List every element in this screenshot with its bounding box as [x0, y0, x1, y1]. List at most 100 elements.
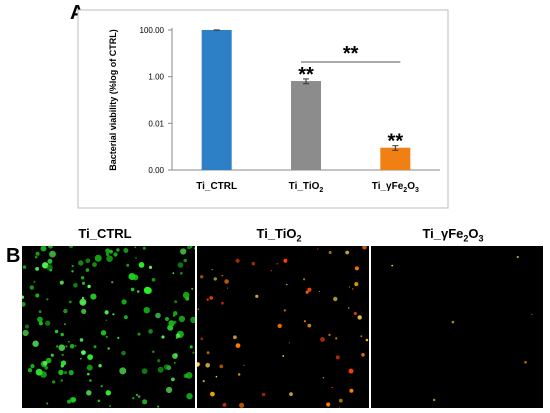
stained-cell: [143, 307, 150, 314]
stained-cell: [172, 353, 178, 359]
stained-cell: [221, 274, 224, 277]
stained-cell: [148, 329, 153, 334]
stained-cell: [61, 353, 64, 357]
stained-cell: [117, 336, 120, 339]
stained-cell: [79, 298, 87, 306]
micrograph-ctrl: [22, 246, 195, 408]
stained-cell: [235, 343, 241, 348]
stained-cell: [46, 402, 49, 405]
stained-cell: [29, 285, 34, 290]
stained-cell: [44, 366, 48, 370]
stained-cell: [360, 335, 363, 338]
stained-cell: [81, 308, 87, 314]
category-label: Ti_TiO2: [289, 181, 324, 194]
stained-cell: [37, 316, 43, 323]
stained-cell: [35, 251, 40, 256]
significance-mark: **: [388, 131, 404, 153]
stained-cell: [106, 255, 113, 262]
category-label: Ti_CTRL: [196, 181, 237, 192]
stained-cell: [87, 354, 93, 360]
stained-cell: [305, 290, 309, 294]
bar: [380, 147, 411, 170]
stained-cell: [47, 258, 53, 264]
stained-cell: [85, 268, 90, 272]
stained-cell: [338, 406, 341, 408]
stained-cell: [189, 345, 193, 349]
stained-cell: [152, 350, 155, 353]
stained-cell: [165, 317, 169, 321]
stained-cell: [157, 359, 161, 363]
stained-cell: [52, 380, 56, 384]
stained-cell: [40, 246, 47, 252]
stained-cell: [80, 357, 82, 360]
stained-cell: [352, 288, 354, 290]
stained-cell: [335, 355, 340, 360]
stained-cell: [239, 402, 245, 408]
stained-cell: [58, 344, 66, 351]
stained-cell: [142, 246, 146, 250]
stained-cell: [128, 273, 136, 280]
stained-cell: [35, 293, 40, 298]
micrograph-label-ctrl: Ti_CTRL: [78, 226, 132, 241]
stained-cell: [177, 262, 184, 268]
significance-mark: **: [298, 64, 314, 86]
stained-cell: [289, 392, 293, 396]
stained-cell: [235, 258, 240, 263]
stained-cell: [134, 246, 137, 249]
stained-cell: [100, 385, 103, 388]
stained-cell: [209, 296, 213, 300]
stained-cell: [60, 360, 67, 366]
stained-cell: [319, 290, 321, 292]
stained-cell: [193, 247, 195, 250]
stained-cell: [112, 313, 115, 316]
stained-cell: [68, 340, 70, 343]
stained-cell: [109, 249, 113, 254]
stained-cell: [69, 344, 75, 349]
stained-cell: [347, 307, 350, 309]
stained-cell: [105, 390, 112, 396]
stained-cell: [277, 323, 282, 329]
stained-cell: [93, 345, 97, 349]
y-tick-label: 100.00: [140, 26, 165, 35]
stained-cell: [81, 296, 85, 300]
stained-cell: [211, 268, 213, 271]
bar: [201, 30, 232, 170]
stained-cell: [105, 335, 108, 338]
stained-cell: [143, 286, 151, 294]
stained-cell: [531, 313, 533, 315]
stained-cell: [126, 263, 130, 267]
stained-cell: [307, 323, 312, 328]
stained-cell: [182, 291, 190, 299]
stained-cell: [69, 397, 76, 403]
stained-cell: [238, 373, 241, 376]
stained-cell: [89, 379, 92, 382]
y-axis-label: Bacterial viability (%log of CTRL): [108, 29, 118, 171]
stained-cell: [206, 298, 209, 301]
stained-cell: [173, 362, 176, 364]
stained-cell: [68, 300, 72, 304]
stained-cell: [111, 281, 114, 284]
stained-cell: [116, 248, 120, 252]
stained-cell: [183, 258, 187, 263]
stained-cell: [307, 287, 312, 292]
stained-cell: [37, 266, 40, 269]
stained-cell: [79, 338, 84, 342]
stained-cell: [200, 275, 204, 279]
stained-cell: [178, 315, 186, 323]
stained-cell: [328, 251, 332, 254]
stained-cell: [63, 323, 66, 326]
stained-cell: [202, 380, 205, 383]
stained-cell: [71, 270, 74, 273]
stained-cell: [105, 319, 108, 322]
stained-cell: [135, 393, 138, 396]
stained-cell: [22, 265, 27, 269]
stained-cell: [224, 279, 229, 284]
stained-cell: [166, 386, 173, 394]
significance-mark: **: [343, 43, 359, 65]
stained-cell: [205, 363, 210, 368]
stained-cell: [136, 290, 140, 293]
stained-cell: [171, 377, 175, 382]
stained-cell: [326, 402, 331, 407]
stained-cell: [98, 364, 102, 368]
panel-b-label: B: [6, 245, 21, 267]
